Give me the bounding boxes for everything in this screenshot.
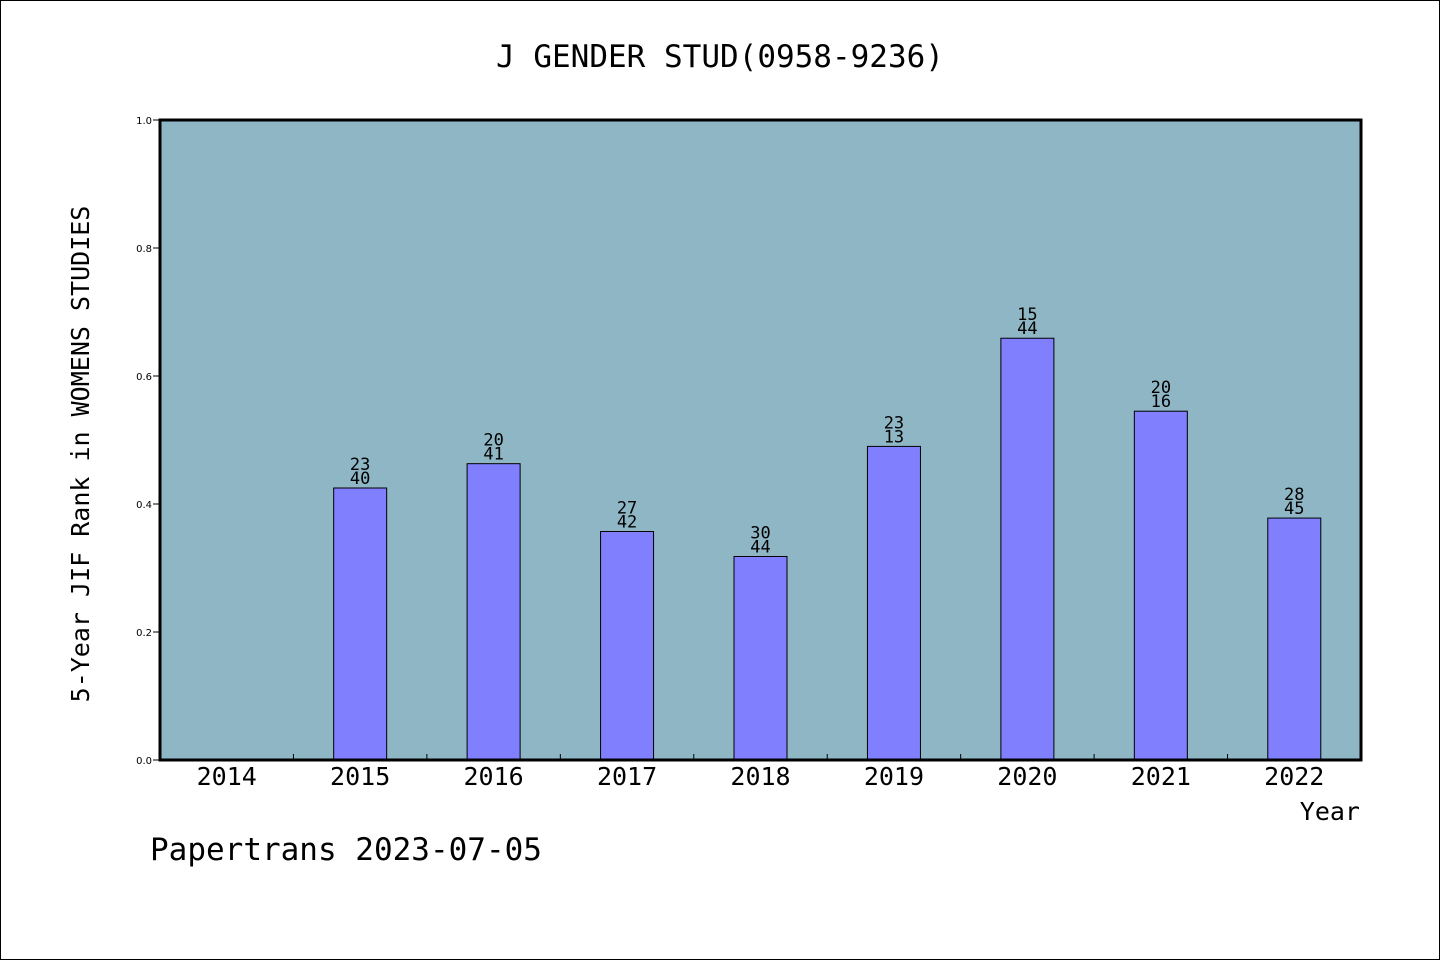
y-tick-label: 0.6 [136, 372, 152, 383]
bar-label-bottom-2016: 41 [483, 445, 503, 465]
x-tick-label: 2017 [597, 762, 657, 791]
bar-label-top-2019: 23 [884, 413, 904, 433]
bar-2021 [1133, 410, 1188, 761]
y-tick-label: 0.0 [136, 756, 152, 767]
bar-2018 [733, 555, 788, 761]
x-tick-label: 2022 [1264, 762, 1324, 791]
bar-2019 [866, 445, 921, 761]
plot-border [158, 118, 1363, 762]
x-tick-label: 2016 [464, 762, 524, 791]
bar-label-top-2018: 30 [750, 523, 770, 543]
y-tick-label: 0.4 [136, 500, 152, 511]
bar-label-bottom-2019: 13 [884, 427, 904, 447]
chart-title: J GENDER STUD(0958-9236) [496, 39, 944, 75]
y-axis-label: 5-Year JIF Rank in WOMENS STUDIES [66, 206, 95, 703]
bar-label-bottom-2015: 40 [350, 469, 370, 489]
bar-label-top-2015: 23 [350, 455, 370, 475]
y-tick-label: 0.8 [136, 244, 152, 255]
y-tick-label: 1.0 [136, 116, 152, 127]
y-tick-label: 0.2 [136, 628, 152, 639]
bar-label-top-2022: 28 [1284, 485, 1304, 505]
bar-label-bottom-2021: 16 [1151, 392, 1171, 412]
bar-label-bottom-2020: 44 [1017, 319, 1037, 339]
bar-label-bottom-2018: 44 [750, 537, 770, 557]
bar-label-top-2016: 20 [483, 431, 503, 451]
bar-2015 [333, 487, 388, 761]
y-axis: 0.0 0.2 0.4 0.6 0.8 1.0 [136, 116, 160, 767]
x-tick-label: 2015 [330, 762, 390, 791]
bar-2022 [1267, 517, 1322, 761]
bar-label-top-2020: 15 [1017, 305, 1037, 325]
x-tick-label: 2020 [997, 762, 1057, 791]
x-axis: 2014 2015 2016 2017 2018 2019 2020 2021 2022 [197, 754, 1324, 791]
bar-label-bottom-2022: 45 [1284, 499, 1304, 519]
bar-label-top-2017: 27 [617, 499, 637, 519]
bar-2020 [1000, 337, 1055, 761]
x-tick-label: 2014 [197, 762, 257, 791]
x-tick-label: 2021 [1131, 762, 1191, 791]
x-tick-label: 2019 [864, 762, 924, 791]
bar-2017 [600, 531, 655, 761]
footer-credit: Papertrans 2023-07-05 [150, 832, 542, 868]
bar-label-bottom-2017: 42 [617, 513, 637, 533]
bar-2016 [466, 463, 521, 761]
bar-label-top-2021: 20 [1151, 378, 1171, 398]
x-tick-label: 2018 [730, 762, 790, 791]
bars-layer [333, 337, 1322, 761]
x-axis-label: Year [1300, 797, 1360, 826]
